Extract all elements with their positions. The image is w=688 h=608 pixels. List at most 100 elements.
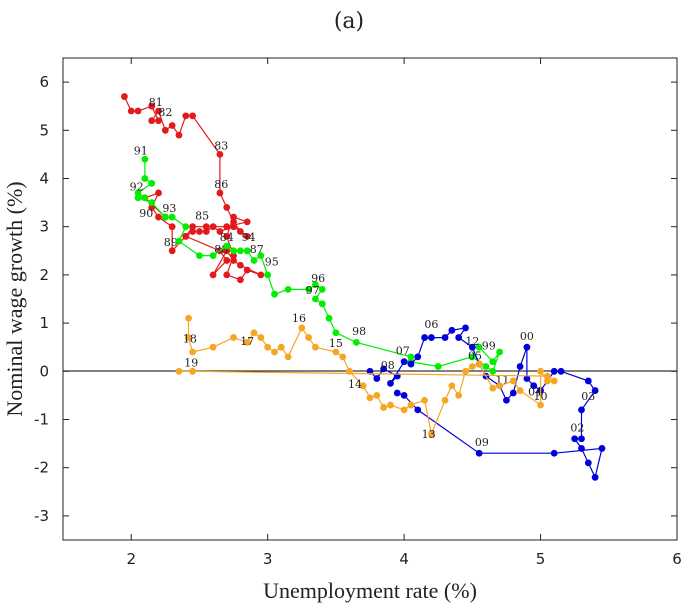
data-point xyxy=(230,218,237,226)
x-tick-label: 4 xyxy=(399,550,409,568)
data-point xyxy=(257,271,265,279)
data-point xyxy=(421,396,428,404)
data-point xyxy=(209,252,217,260)
data-point xyxy=(185,334,192,341)
data-point xyxy=(312,281,319,288)
data-point xyxy=(305,285,312,293)
data-point xyxy=(230,257,237,264)
data-point xyxy=(134,189,142,197)
year-label: 02 xyxy=(570,422,584,435)
year-label: 18 xyxy=(183,332,197,345)
year-label: 97 xyxy=(306,284,320,297)
year-label: 09 xyxy=(475,436,489,449)
year-label: 13 xyxy=(422,428,436,441)
data-point xyxy=(230,213,237,221)
data-point xyxy=(407,360,415,368)
data-point xyxy=(168,213,176,221)
data-point xyxy=(428,430,435,438)
year-label: 81 xyxy=(149,96,163,109)
data-point xyxy=(236,247,244,255)
data-point xyxy=(257,334,265,341)
data-point xyxy=(223,257,231,264)
year-label: 89 xyxy=(164,236,178,249)
data-point xyxy=(373,392,381,399)
plot-frame xyxy=(62,57,678,541)
data-point xyxy=(223,223,231,231)
data-point xyxy=(584,377,592,385)
data-point xyxy=(428,334,435,341)
year-label: 98 xyxy=(352,325,366,338)
data-point xyxy=(543,372,551,380)
data-point xyxy=(236,276,244,284)
data-point xyxy=(380,365,388,373)
year-label: 15 xyxy=(329,337,343,350)
data-point xyxy=(250,257,258,264)
data-point xyxy=(407,401,415,409)
year-label: 14 xyxy=(348,378,362,391)
data-point xyxy=(182,232,190,240)
data-point xyxy=(591,387,599,394)
x-tick-label: 3 xyxy=(263,550,273,568)
data-point xyxy=(148,102,156,110)
data-point xyxy=(516,387,524,394)
data-point xyxy=(496,382,504,390)
data-point xyxy=(155,213,162,221)
year-label: 85 xyxy=(195,209,209,222)
year-label: 17 xyxy=(240,335,254,348)
year-label: 83 xyxy=(214,140,228,153)
data-point xyxy=(189,228,197,235)
year-label: 19 xyxy=(184,356,198,369)
data-point xyxy=(298,324,306,332)
data-point xyxy=(223,271,231,279)
data-point xyxy=(223,232,231,240)
data-point xyxy=(216,151,224,158)
y-tick-label: 1 xyxy=(39,314,49,332)
data-point xyxy=(366,394,374,402)
year-label: 84 xyxy=(220,231,234,244)
data-point xyxy=(578,445,585,452)
year-label: 92 xyxy=(130,181,144,194)
data-point xyxy=(168,223,176,231)
data-point xyxy=(243,247,251,255)
data-point xyxy=(373,375,381,382)
data-point xyxy=(550,449,558,457)
data-point xyxy=(550,367,558,375)
data-point xyxy=(264,343,272,351)
data-point xyxy=(509,377,517,385)
data-point xyxy=(537,401,544,409)
data-point xyxy=(421,334,428,341)
year-label: 94 xyxy=(242,231,256,244)
data-point xyxy=(223,247,231,255)
data-point xyxy=(189,112,197,120)
data-point xyxy=(148,179,156,187)
data-point xyxy=(537,367,544,375)
data-point xyxy=(407,353,415,361)
data-point xyxy=(434,363,442,370)
y-tick-label: 0 xyxy=(39,362,49,380)
x-axis-label: Unemployment rate (%) xyxy=(263,578,477,603)
x-axis-ticks: 2 3 4 5 6 xyxy=(126,58,682,568)
data-point xyxy=(496,348,504,356)
data-point xyxy=(475,449,483,457)
data-point xyxy=(393,389,401,397)
data-point xyxy=(462,367,469,375)
data-point xyxy=(380,404,388,411)
data-point xyxy=(550,377,558,385)
data-point xyxy=(209,223,217,231)
data-point xyxy=(523,343,531,351)
y-tick-label: 3 xyxy=(39,218,49,236)
year-label: 06 xyxy=(424,318,438,331)
data-point xyxy=(578,406,585,414)
x-tick-label: 2 xyxy=(126,550,136,568)
year-label: 05 xyxy=(468,349,482,362)
data-point xyxy=(312,295,319,303)
data-point xyxy=(134,194,142,202)
data-point xyxy=(196,252,203,260)
data-point xyxy=(182,112,190,120)
data-point xyxy=(202,223,210,231)
year-label: 86 xyxy=(214,178,228,191)
data-point xyxy=(584,459,592,467)
data-point xyxy=(468,343,476,351)
data-point xyxy=(400,358,408,366)
